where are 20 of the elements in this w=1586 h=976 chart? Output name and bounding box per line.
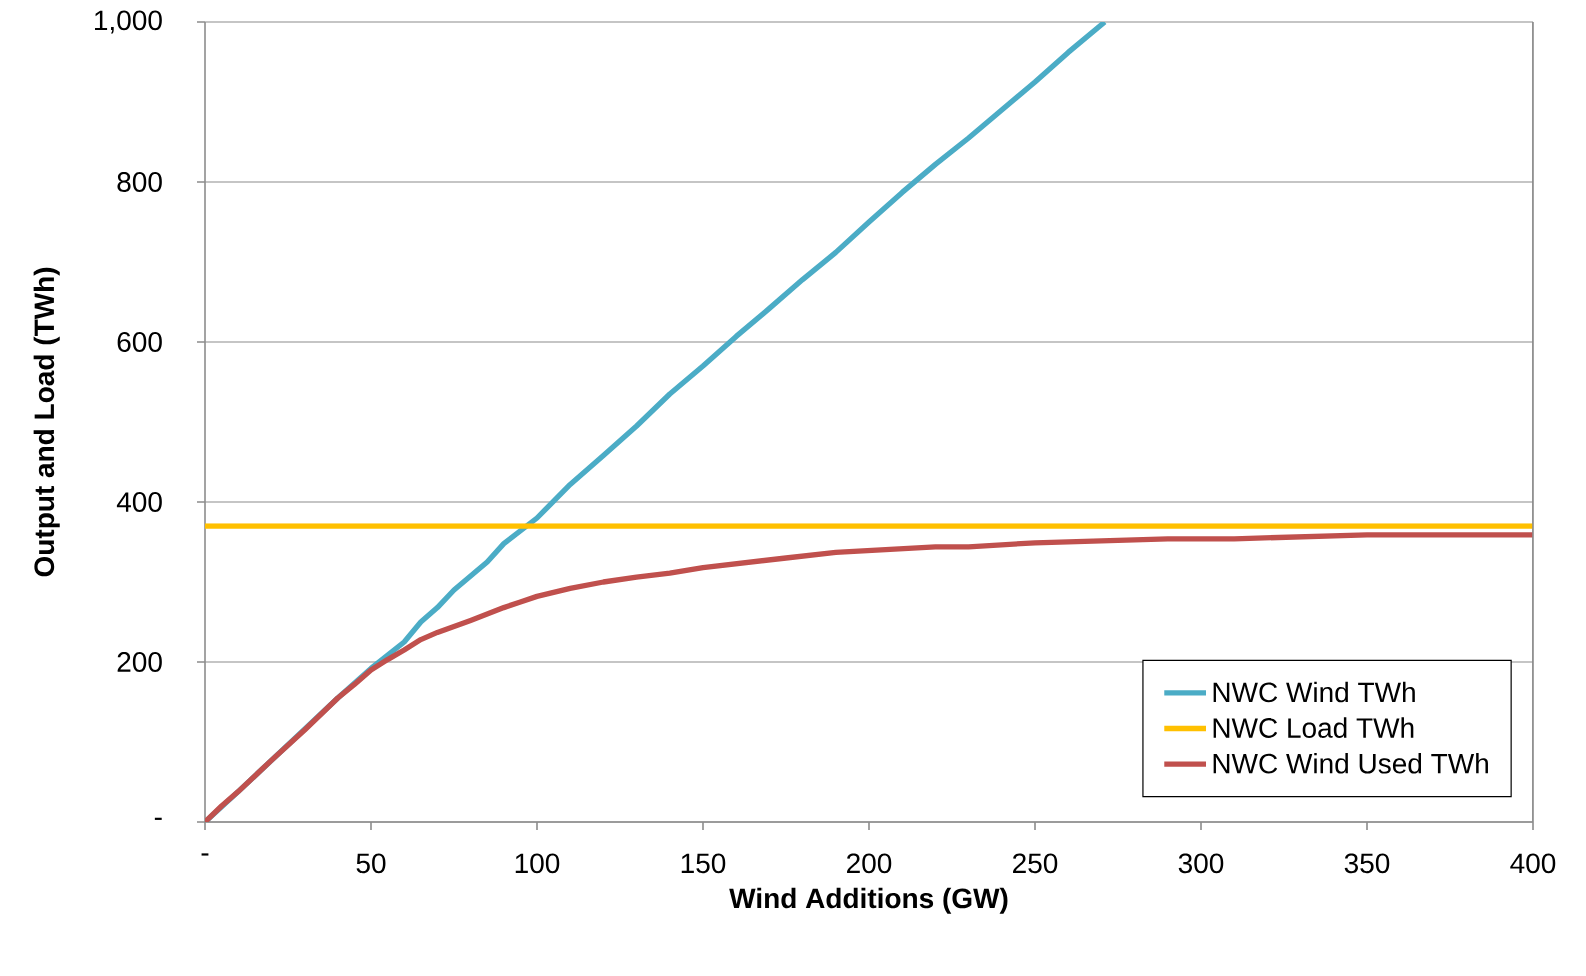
- x-tick-label: 150: [681, 853, 726, 874]
- x-tick-label: 350: [1344, 853, 1390, 874]
- x-axis-title: Wind Additions (GW): [729, 887, 1008, 914]
- y-tick-label: 400: [116, 492, 162, 512]
- y-tick-label: 800: [117, 172, 162, 192]
- y-tick-label: 600: [117, 332, 162, 352]
- y-tick-label: -: [154, 817, 162, 820]
- y-tick-label: 200: [117, 652, 162, 672]
- y-axis-title: Output and Load (TWh): [33, 267, 60, 577]
- x-tick-label: 400: [1510, 853, 1556, 874]
- legend-label: NWC Wind TWh: [1213, 681, 1415, 703]
- x-tick-label: 300: [1178, 853, 1224, 874]
- x-tick-label: 200: [847, 853, 892, 874]
- legend-label: NWC Wind Used TWh: [1213, 752, 1488, 774]
- legend-label: NWC Load TWh: [1213, 717, 1414, 738]
- x-tick-label: 50: [356, 853, 386, 874]
- y-tick-label: 1,000: [95, 10, 162, 34]
- x-tick-label: 250: [1013, 853, 1058, 874]
- x-tick-label: 100: [515, 853, 560, 874]
- x-tick-label: -: [201, 853, 209, 856]
